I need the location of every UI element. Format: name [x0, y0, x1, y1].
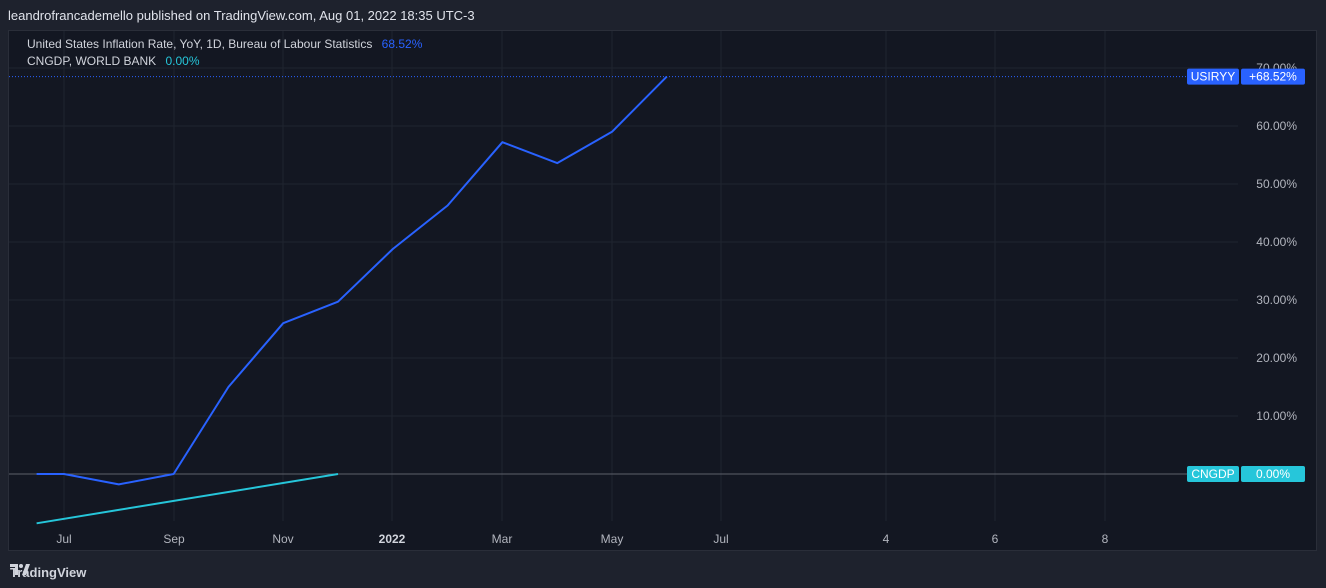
- x-tick-label: 6: [992, 532, 999, 546]
- x-tick-label: 4: [883, 532, 890, 546]
- legend-usiryy-value: 68.52%: [381, 37, 423, 51]
- x-tick-label: Nov: [272, 532, 293, 546]
- publish-header: leandrofrancademello published on Tradin…: [8, 8, 475, 23]
- legend-cngdp-value: 0.00%: [165, 54, 200, 68]
- y-tick-label: 10.00%: [1256, 409, 1297, 423]
- scale-tag-label-bg: [1187, 68, 1239, 85]
- tradingview-footer[interactable]: TradingView: [10, 562, 86, 582]
- x-tick-label: 2022: [379, 532, 406, 546]
- tradingview-logo-icon: [10, 564, 30, 575]
- legend-cngdp[interactable]: CNGDP, WORLD BANK 0.00%: [27, 53, 200, 69]
- x-tick-label: Sep: [163, 532, 185, 546]
- series-line-usiryy[interactable]: [36, 75, 668, 486]
- y-tick-label: 30.00%: [1256, 293, 1297, 307]
- x-tick-label: Jul: [56, 532, 71, 546]
- chart-svg[interactable]: 70.00%60.00%50.00%40.00%30.00%20.00%10.0…: [9, 31, 1318, 552]
- y-tick-label: 40.00%: [1256, 235, 1297, 249]
- scale-tag-label: CNGDP: [1191, 467, 1234, 481]
- scale-tag-value: 0.00%: [1256, 467, 1290, 481]
- x-tick-label: May: [601, 532, 624, 546]
- legend-usiryy-name: United States Inflation Rate, YoY, 1D, B…: [27, 37, 373, 51]
- y-tick-label: 50.00%: [1256, 177, 1297, 191]
- scale-tag-value: +68.52%: [1249, 70, 1297, 84]
- x-tick-label: Mar: [492, 532, 513, 546]
- x-tick-label: Jul: [713, 532, 728, 546]
- chart-area[interactable]: 70.00% 60.00% 50.00% 40.00% 30.00% 20.00% 10.0…: [8, 30, 1317, 551]
- scale-tag-label: USIRYY: [1191, 70, 1235, 84]
- series-line-cngdp[interactable]: [36, 473, 339, 525]
- y-tick-label: 20.00%: [1256, 351, 1297, 365]
- legend-cngdp-name: CNGDP, WORLD BANK: [27, 54, 157, 68]
- scale-tag-value-bg: [1241, 68, 1305, 85]
- scale-tag-value-bg: [1241, 466, 1305, 482]
- legend-usiryy[interactable]: United States Inflation Rate, YoY, 1D, B…: [27, 36, 422, 52]
- footer-brand: TradingView: [10, 564, 87, 580]
- y-tick-label: 60.00%: [1256, 119, 1297, 133]
- x-tick-label: 8: [1102, 532, 1109, 546]
- scale-tag-label-bg: [1187, 466, 1239, 482]
